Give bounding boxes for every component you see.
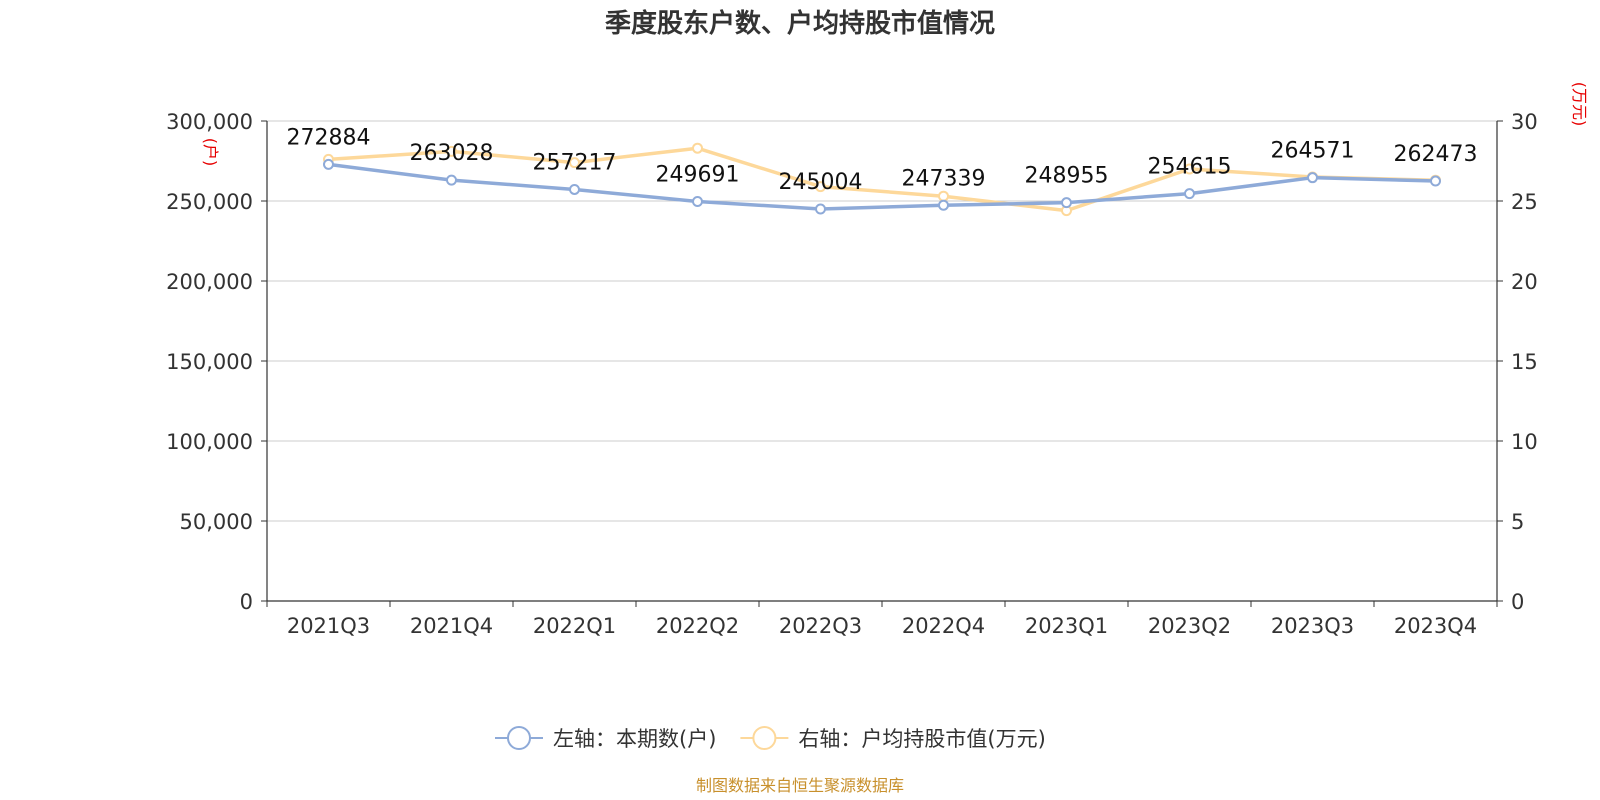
x-axis-tick-label: 2022Q1: [533, 614, 616, 638]
left-series-line: [328, 162, 1436, 211]
legend-label: 右轴：户均持股市值(万元): [798, 727, 1045, 751]
data-label: 264571: [1271, 139, 1355, 164]
gridlines: [267, 120, 1497, 522]
left-series-point: [1184, 188, 1195, 200]
right-series-point: [446, 145, 457, 157]
data-labels: 272884 263028 257217 249691 245004 247339 2489…: [287, 125, 1478, 195]
left-series-point: [446, 174, 457, 186]
right-axis-tick-label: 0: [1511, 590, 1524, 614]
right-series-point: [569, 157, 580, 169]
chart-title: 季度股东户数、户均持股市值情况: [605, 8, 995, 39]
left-axis-unit: (户): [201, 138, 220, 167]
right-series-line: [328, 146, 1436, 213]
data-label: 257217: [533, 150, 617, 175]
legend-item-1[interactable]: 左轴：本期数(户): [495, 726, 716, 751]
left-series-point: [692, 195, 703, 207]
left-series-point: [815, 203, 826, 215]
x-axis-tick-label: 2023Q2: [1148, 614, 1231, 638]
x-axis-tick-label: 2023Q1: [1025, 614, 1108, 638]
left-series-point: [1307, 172, 1318, 184]
data-label: 247339: [902, 166, 986, 191]
axes: 0 50,000 100,000 150,000 200,000 250,000 300,0…: [166, 110, 1538, 638]
left-series-point: [323, 158, 334, 170]
left-axis-tick-label: 100,000: [166, 430, 253, 454]
series-layer: [323, 142, 1441, 217]
data-label: 254615: [1148, 155, 1232, 180]
legend[interactable]: 左轴：本期数(户) 右轴：户均持股市值(万元): [495, 726, 1046, 751]
legend-item-2[interactable]: 右轴：户均持股市值(万元): [740, 726, 1046, 751]
data-label: 249691: [656, 162, 740, 187]
legend-label: 左轴：本期数(户): [553, 727, 716, 751]
right-series-point: [938, 190, 949, 202]
legend-marker-icon: [507, 726, 531, 750]
left-axis-tick-label: 250,000: [166, 190, 253, 214]
right-axis-tick-label: 25: [1511, 190, 1538, 214]
left-axis-tick-label: 50,000: [180, 510, 253, 534]
x-axis-tick-label: 2022Q2: [656, 614, 739, 638]
data-label: 272884: [287, 125, 371, 150]
data-label: 248955: [1025, 164, 1109, 189]
legend-marker-icon: [752, 726, 777, 750]
right-axis-tick-label: 10: [1511, 430, 1538, 454]
left-series-point: [1061, 197, 1072, 209]
left-axis-tick-label: 0: [240, 590, 253, 614]
x-axis-tick-label: 2022Q4: [902, 614, 985, 638]
x-axis-tick-label: 2021Q3: [287, 614, 370, 638]
left-series-point: [569, 183, 580, 195]
right-series-point: [692, 142, 703, 154]
left-axis-tick-label: 150,000: [166, 350, 253, 374]
right-series-point: [815, 181, 826, 193]
x-axis-tick-label: 2023Q4: [1394, 614, 1477, 638]
x-axis-tick-label: 2021Q4: [410, 614, 493, 638]
right-axis-tick-label: 15: [1511, 350, 1538, 374]
data-label: 245004: [779, 170, 863, 195]
left-axis-tick-label: 300,000: [166, 110, 253, 134]
x-axis-tick-label: 2022Q3: [779, 614, 862, 638]
right-axis-tick-label: 30: [1511, 110, 1538, 134]
left-series-point: [938, 199, 949, 211]
x-axis-tick-label: 2023Q3: [1271, 614, 1354, 638]
data-label: 263028: [410, 141, 494, 166]
right-axis-tick-label: 20: [1511, 270, 1538, 294]
right-series-point: [1184, 163, 1195, 175]
source-note: 制图数据来自恒生聚源数据库: [696, 776, 904, 795]
data-label: 262473: [1394, 142, 1478, 167]
right-axis-unit: (万元): [1570, 82, 1589, 127]
right-axis-tick-label: 5: [1511, 510, 1524, 534]
left-series-point: [1430, 175, 1441, 187]
left-axis-tick-label: 200,000: [166, 270, 253, 294]
